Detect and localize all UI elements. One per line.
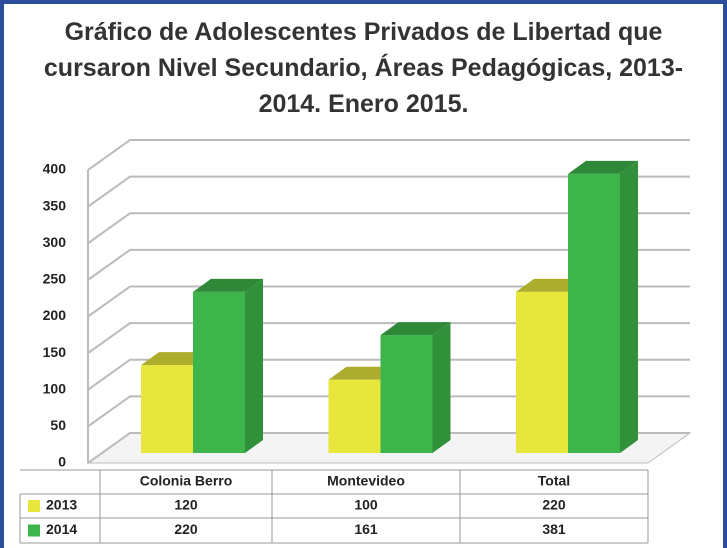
y-tick-label: 250 [43, 271, 67, 287]
legend-swatch [28, 524, 40, 537]
grid-line [87, 322, 690, 354]
bar-side [432, 322, 451, 453]
bar [141, 365, 193, 453]
table-value: 161 [354, 521, 378, 537]
y-tick-label: 350 [43, 197, 67, 213]
x-tick-label: Colonia Berro [140, 473, 233, 489]
bar-side [620, 160, 638, 454]
bar-top [380, 322, 451, 336]
legend-label: 2013 [46, 497, 77, 513]
table-value: 220 [542, 497, 566, 513]
x-tick-label: Total [538, 473, 570, 489]
bar-side [245, 278, 263, 453]
y-tick-label: 0 [58, 454, 66, 470]
grid-line [87, 395, 690, 428]
bar [328, 379, 381, 453]
bar [193, 291, 245, 453]
y-tick-label: 150 [43, 344, 67, 360]
bar-top [568, 160, 638, 174]
legend-swatch [28, 500, 40, 512]
chart-title: Gráfico de Adolescentes Privados de Libe… [43, 18, 684, 118]
y-tick-label: 300 [43, 234, 67, 250]
grid-line [87, 358, 690, 391]
y-tick-label: 400 [43, 161, 67, 177]
table-value: 381 [542, 521, 566, 537]
grid-line [87, 432, 690, 464]
grid-line [87, 175, 690, 208]
table-value: 220 [174, 521, 198, 537]
y-tick-label: 50 [50, 417, 66, 433]
y-tick-label: 100 [43, 380, 67, 396]
bar [380, 335, 433, 453]
bar [516, 291, 568, 453]
grid-line [87, 139, 690, 171]
bar [568, 173, 620, 454]
grid-line [87, 248, 690, 281]
y-tick-label: 200 [43, 307, 67, 323]
grid-line [87, 212, 690, 245]
bar-top [193, 278, 263, 292]
legend-label: 2014 [46, 521, 77, 537]
table-value: 120 [174, 497, 198, 513]
x-tick-label: Montevideo [327, 473, 405, 489]
grid-line [87, 285, 690, 318]
table-value: 100 [354, 497, 378, 513]
